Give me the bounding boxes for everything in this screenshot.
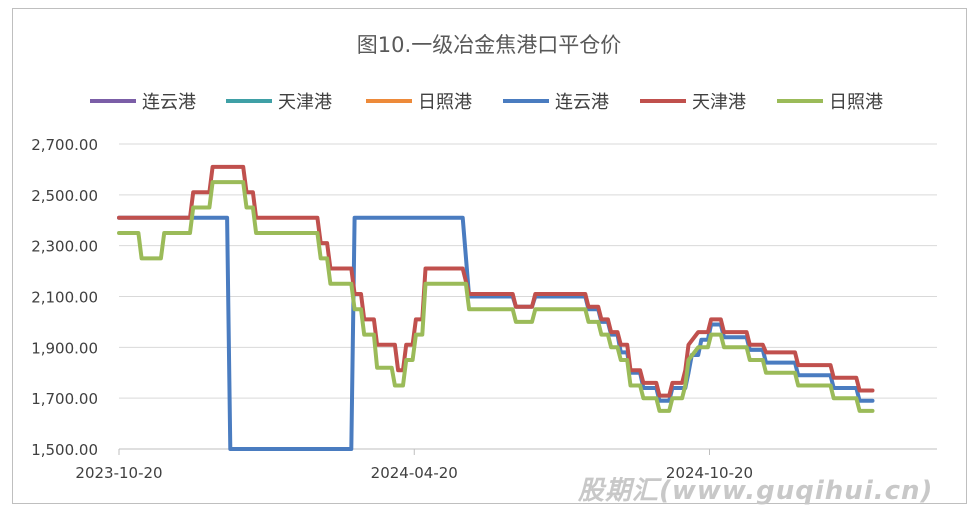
legend-label: 日照港 — [829, 92, 883, 113]
y-tick-label: 2,700.00 — [31, 136, 98, 154]
y-tick-label: 2,300.00 — [31, 238, 98, 256]
y-tick-label: 2,500.00 — [31, 187, 98, 205]
series-lines — [117, 164, 875, 451]
chart-title: 图10.一级冶金焦港口平仓价 — [357, 33, 621, 57]
legend-label: 连云港 — [142, 92, 196, 113]
legend-label: 连云港 — [555, 92, 609, 113]
y-tick-label: 1,700.00 — [31, 390, 98, 408]
x-tick-label: 2024-04-20 — [371, 464, 458, 482]
legend-label: 天津港 — [278, 92, 332, 113]
series-line — [117, 164, 875, 398]
x-tick-label: 2024-10-20 — [666, 464, 753, 482]
watermark: 股期汇(www.guqihui.cn) — [578, 476, 934, 506]
y-tick-label: 1,500.00 — [31, 441, 98, 459]
legend-label: 天津港 — [692, 92, 746, 113]
legend-label: 日照港 — [418, 92, 472, 113]
legend: 连云港 天津港 日照港 连云港 天津港 日照港 — [90, 92, 883, 113]
chart-frame — [12, 8, 967, 504]
gridlines — [119, 143, 937, 399]
y-axis: 1,500.00 1,700.00 1,900.00 2,100.00 2,300.00… — [31, 136, 98, 459]
y-tick-label: 2,100.00 — [31, 289, 98, 307]
x-tick-label: 2023-10-20 — [75, 464, 162, 482]
y-tick-label: 1,900.00 — [31, 339, 98, 357]
series-line — [117, 180, 875, 413]
series-line — [117, 215, 875, 451]
